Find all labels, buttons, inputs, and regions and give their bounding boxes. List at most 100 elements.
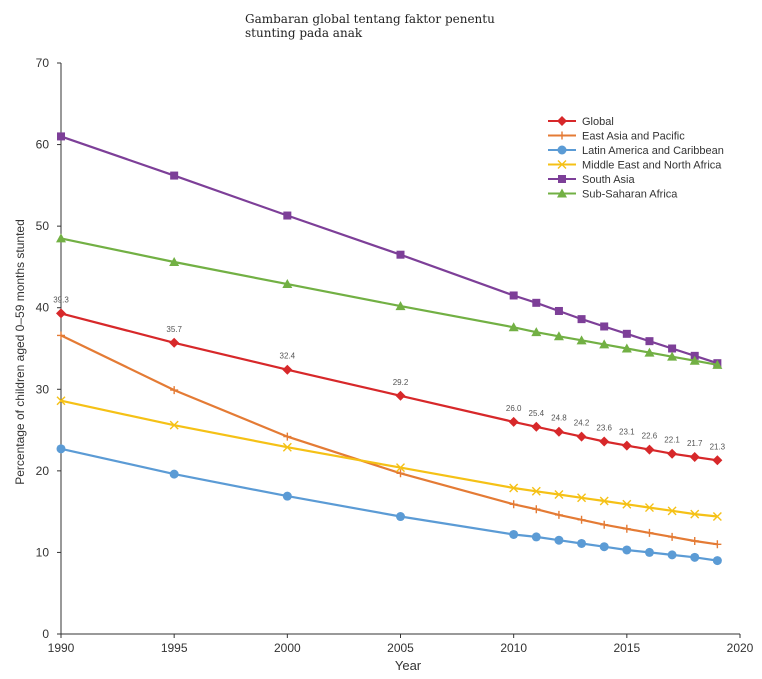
y-tick-label: 70 (36, 56, 50, 70)
south-asia-point (554, 306, 563, 315)
y-axis-ticks: 0 10 20 30 40 50 60 70 (36, 56, 61, 641)
x-tick-label: 2015 (613, 641, 640, 655)
legend-item-latin-america-and-caribbean: Latin America and Caribbean (548, 145, 724, 157)
south-asia-point (509, 291, 518, 300)
middle-east-and-north-africa-point (577, 493, 587, 503)
south-asia-point (57, 132, 65, 141)
x-tick-label: 2005 (387, 641, 414, 655)
legend-middle-east-and-north-africa-point (557, 160, 567, 169)
legend: Global East Asia and Pacific Latin America… (548, 116, 724, 201)
global-data-label: 39.3 (53, 295, 69, 304)
legend-label: South Asia (582, 174, 635, 186)
x-tick-label: 2010 (500, 641, 527, 655)
global-point (395, 390, 406, 401)
global-point (644, 444, 655, 455)
latin-america-and-caribbean-point (712, 556, 722, 566)
legend-label: Global (582, 116, 614, 128)
sub-saharan-africa-point (689, 355, 700, 365)
global-data-label: 35.7 (166, 325, 182, 334)
series-line-global (60, 312, 718, 462)
legend-label: East Asia and Pacific (582, 131, 685, 143)
east-asia-and-pacific-point (577, 515, 586, 524)
middle-east-and-north-africa-point (712, 512, 722, 522)
middle-east-and-north-africa-point (509, 483, 519, 493)
east-asia-and-pacific-point (57, 331, 65, 340)
latin-america-and-caribbean-point (577, 538, 587, 548)
middle-east-and-north-africa-point (554, 490, 564, 500)
legend-label: Latin America and Caribbean (582, 145, 724, 157)
y-tick-label: 60 (36, 138, 50, 152)
global-data-label: 22.1 (664, 436, 680, 445)
east-asia-and-pacific-point (396, 469, 405, 478)
global-data-label: 25.4 (529, 409, 545, 418)
middle-east-and-north-africa-point (169, 420, 179, 430)
east-asia-and-pacific-point (690, 537, 699, 546)
latin-america-and-caribbean-point (667, 550, 677, 560)
east-asia-and-pacific-point (668, 532, 677, 541)
latin-america-and-caribbean-point (690, 552, 700, 562)
global-data-label: 24.8 (551, 414, 567, 423)
sub-saharan-africa-point (395, 301, 406, 311)
legend-item-global: Global (548, 116, 614, 128)
chart-title: Gambaran global tentang faktor penentu s… (245, 12, 545, 40)
series-east-asia-and-pacific (57, 331, 722, 549)
x-tick-label: 2020 (727, 641, 754, 655)
global-data-label: 22.6 (642, 432, 658, 441)
south-asia-point (532, 298, 541, 307)
sub-saharan-africa-point (621, 343, 632, 353)
global-data-label: 23.1 (619, 428, 635, 437)
latin-america-and-caribbean-point (282, 491, 292, 501)
middle-east-and-north-africa-point (56, 396, 66, 406)
y-tick-label: 0 (42, 627, 49, 641)
south-asia-point (396, 250, 405, 259)
global-data-label: 21.7 (687, 439, 703, 448)
global-point (689, 451, 700, 462)
legend-latin-america-and-caribbean-point (557, 145, 567, 155)
legend-south-asia-point (558, 175, 566, 183)
east-asia-and-pacific-point (645, 528, 654, 537)
global-point (553, 426, 564, 437)
latin-america-and-caribbean-point (56, 444, 66, 454)
sub-saharan-africa-point (169, 257, 180, 267)
east-asia-and-pacific-point (170, 386, 179, 395)
y-tick-label: 30 (36, 382, 50, 396)
middle-east-and-north-africa-point (622, 499, 632, 509)
global-data-label: 23.6 (596, 423, 612, 432)
global-point (56, 308, 66, 319)
south-asia-point (645, 337, 654, 346)
chart-title-line-1: Gambaran global tentang faktor penentu (245, 12, 495, 26)
x-axis-ticks: 1990 1995 2000 2005 2010 2015 2020 (48, 634, 754, 655)
legend-east-asia-and-pacific-point (558, 131, 566, 140)
latin-america-and-caribbean-point (396, 512, 405, 522)
middle-east-and-north-africa-point (690, 509, 700, 519)
legend-item-east-asia-and-pacific: East Asia and Pacific (548, 131, 685, 143)
sub-saharan-africa-point (599, 339, 610, 349)
south-asia-point (600, 322, 609, 331)
series-line-sub-saharan-africa (60, 237, 718, 366)
global-point (508, 416, 519, 427)
east-asia-and-pacific-point (532, 505, 541, 514)
y-tick-label: 50 (36, 219, 50, 233)
sub-saharan-africa-point (282, 279, 293, 289)
global-point (621, 440, 632, 451)
global-data-label: 32.4 (280, 352, 296, 361)
legend-label: Sub-Saharan Africa (582, 189, 678, 201)
sub-saharan-africa-point (576, 335, 587, 345)
y-tick-label: 20 (36, 464, 50, 478)
latin-america-and-caribbean-point (509, 529, 519, 539)
east-asia-and-pacific-point (622, 524, 631, 533)
series-global (56, 308, 723, 466)
y-tick-label: 40 (36, 301, 50, 315)
east-asia-and-pacific-point (600, 520, 609, 529)
sub-saharan-africa-point (508, 322, 519, 332)
data-labels: 39.3 35.7 32.4 29.2 26.0 25.4 24.8 24.2 23.6 23.1… (53, 295, 725, 451)
global-data-label: 21.3 (710, 442, 726, 451)
x-tick-label: 1990 (48, 641, 75, 655)
series-line-east-asia-and-pacific (60, 334, 718, 546)
global-point (282, 364, 293, 375)
sub-saharan-africa-point (531, 327, 542, 337)
y-axis-label: Percentage of children aged 0–59 months … (13, 219, 27, 485)
east-asia-and-pacific-point (554, 510, 563, 519)
legend-item-middle-east-and-north-africa: Middle East and North Africa (548, 160, 722, 172)
